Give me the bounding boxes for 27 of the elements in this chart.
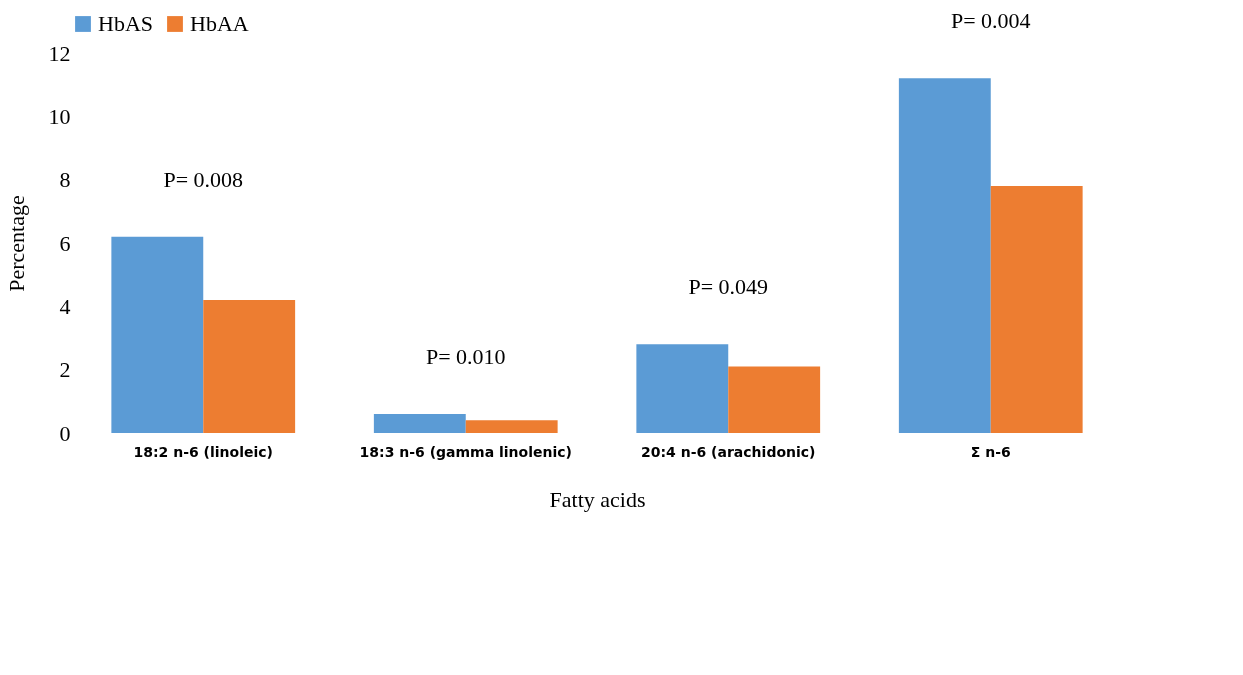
x-tick-label: 20:4 n-6 (arachidonic): [641, 443, 816, 460]
y-tick-label: 8: [59, 167, 71, 193]
annotation: P= 0.008: [163, 166, 244, 192]
bar: [636, 344, 729, 433]
x-tick-label: 18:2 n-6 (linoleic): [133, 443, 273, 460]
y-tick-label: 12: [48, 40, 71, 66]
bar: [990, 186, 1083, 433]
bar: [373, 414, 466, 433]
bar: [728, 366, 821, 433]
bar: [203, 300, 296, 433]
annotation: P= 0.010: [425, 344, 506, 369]
bar: [465, 420, 558, 433]
y-tick-label: 2: [59, 357, 71, 383]
x-tick-label: Σ n-6: [970, 443, 1011, 460]
y-axis-title: Percentage: [3, 195, 29, 292]
y-tick-label: 10: [48, 103, 71, 129]
x-tick-label: 18:3 n-6 (gamma linolenic): [359, 443, 572, 460]
x-axis-title: Fatty acids: [549, 486, 646, 512]
legend-label: HbAA: [190, 11, 249, 36]
text: P= 0.004: [950, 8, 1031, 34]
bar: [111, 236, 204, 433]
annotation: P= 0.049: [688, 274, 769, 300]
y-tick-label: 6: [59, 230, 71, 256]
legend-label: HbAS: [98, 11, 154, 36]
bar: [898, 78, 991, 433]
y-tick-label: 4: [59, 293, 71, 319]
y-tick-label: 0: [59, 420, 71, 446]
